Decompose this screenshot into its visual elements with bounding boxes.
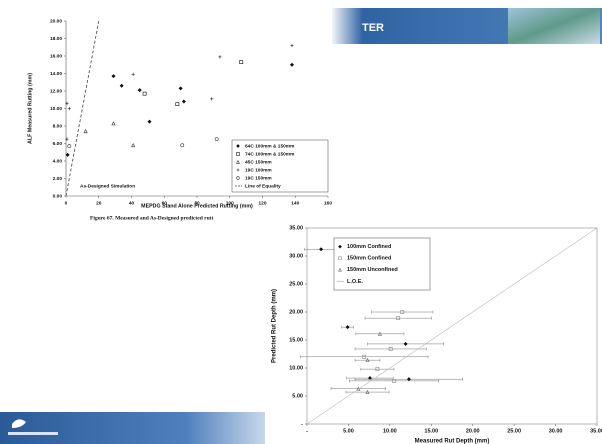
annotation: As-Designed Simulation: [80, 183, 135, 189]
y-tick-label: -: [301, 421, 303, 427]
x-tick-label: 5.00: [343, 428, 354, 434]
x-tick-label: 15.00: [424, 428, 438, 434]
y-tick-label: 5.00: [292, 393, 303, 399]
legend-label: 19C 100mm: [245, 167, 272, 173]
footer-band: [0, 412, 265, 444]
y-axis-label: Predicted Rut Depth (mm): [272, 289, 278, 363]
logo-text: [8, 432, 58, 435]
y-tick-label: 16.00: [50, 53, 62, 59]
y-tick-label: 8.00: [53, 123, 63, 129]
y-tick-label: 12.00: [50, 88, 62, 94]
legend-label: 150mm Confined: [347, 256, 391, 262]
y-tick-label: 14.00: [50, 71, 62, 77]
x-tick-label: 40: [129, 200, 135, 206]
x-axis-label: Measured Rut Depth (mm): [415, 439, 490, 444]
x-tick-label: -: [306, 428, 308, 434]
y-tick-label: 10.00: [50, 106, 62, 112]
slide: TER Figure 67. Measured and As-Designed …: [0, 0, 602, 444]
y-tick-label: 30.00: [289, 253, 303, 259]
x-tick-label: 20: [96, 200, 102, 206]
x-tick-label: 140: [291, 200, 299, 206]
figure-caption: Figure 67. Measured and As-Designed pred…: [90, 215, 213, 221]
x-tick-label: 10.00: [383, 428, 397, 434]
x-axis-label: MEPDG Stand Alone Predicted Rutting (mm): [141, 203, 253, 209]
x-tick-label: 160: [324, 200, 332, 206]
x-tick-label: 0: [65, 200, 68, 206]
y-tick-label: 20.00: [289, 309, 303, 315]
y-tick-label: 15.00: [289, 337, 303, 343]
y-tick-label: 20.00: [50, 18, 62, 24]
y-tick-label: 4.00: [53, 158, 63, 164]
chart-panel: [266, 222, 602, 444]
y-tick-label: 6.00: [53, 141, 63, 147]
x-tick-label: 120: [258, 200, 266, 206]
y-tick-label: 25.00: [289, 281, 303, 287]
header-text: TER: [362, 22, 384, 34]
legend-label: 150mm Unconfined: [347, 267, 398, 273]
header-photo: [508, 8, 600, 44]
legend-label: 74C 100mm & 150mm: [245, 151, 294, 157]
legend-label: L.O.E.: [347, 279, 363, 285]
x-tick-label: 30.00: [549, 428, 563, 434]
x-tick-label: 20.00: [466, 428, 480, 434]
y-tick-label: 35.00: [289, 225, 303, 231]
legend-label: 100mm Confined: [347, 244, 391, 250]
y-tick-label: 18.00: [50, 36, 62, 42]
y-axis-label: ALF Measured Rutting (mm): [27, 73, 33, 144]
legend-label: Line of Equality: [245, 183, 281, 189]
legend-label: 45C 150mm: [245, 159, 272, 165]
x-tick-label: 25.00: [507, 428, 521, 434]
legend-label: 64C 100mm & 150mm: [245, 143, 294, 149]
y-tick-label: 10.00: [289, 365, 303, 371]
page: {"slide": {"header_text": "TER", "captio…: [0, 0, 602, 444]
legend-label: 19C 150mm: [245, 175, 272, 181]
x-tick-label: 35.00: [590, 428, 602, 434]
y-tick-label: 0.00: [53, 193, 63, 199]
y-tick-label: 2.00: [53, 176, 63, 182]
